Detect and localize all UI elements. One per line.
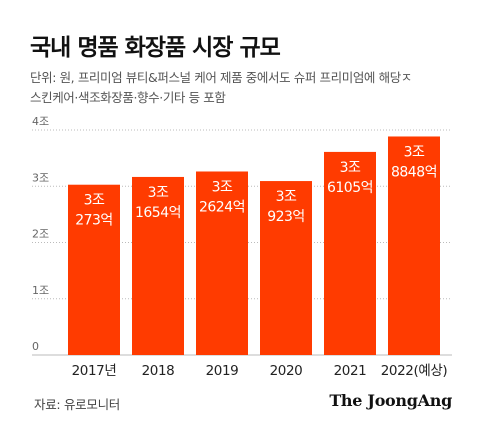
- y-tick-label: 2조: [32, 228, 49, 241]
- bar-data-label: 273억: [75, 213, 113, 229]
- x-tick-label: 2020: [270, 363, 303, 379]
- brand-logo: The JoongAng: [329, 391, 452, 410]
- bar: [324, 151, 376, 355]
- source-note: 자료: 유로모니터: [34, 397, 120, 412]
- bar-data-label: 3조: [84, 193, 105, 209]
- bar: [260, 181, 312, 355]
- bar-data-label: 3조: [212, 179, 233, 195]
- bar-data-label: 8848억: [391, 164, 437, 180]
- bar-data-label: 6105억: [327, 180, 373, 196]
- y-tick-label: 0: [32, 340, 39, 353]
- bar-data-label: 923억: [267, 209, 305, 225]
- bar-data-label: 3조: [340, 160, 361, 176]
- x-tick-label: 2018: [142, 363, 175, 379]
- x-tick-label: 2022(예상): [381, 363, 448, 379]
- subtitle-line: 단위: 원, 프리미엄 뷰티&퍼스널 케어 제품 중에서도 슈퍼 프리미엄에 해…: [30, 70, 412, 85]
- bar-data-label: 3조: [148, 185, 169, 201]
- y-tick-label: 1조: [32, 284, 49, 297]
- bar: [68, 184, 120, 355]
- bar-data-label: 3조: [276, 189, 297, 205]
- chart-subtitle: 단위: 원, 프리미엄 뷰티&퍼스널 케어 제품 중에서도 슈퍼 프리미엄에 해…: [30, 68, 470, 108]
- subtitle-line: 스킨케어·색조화장품·향수·기타 등 포함: [30, 90, 226, 105]
- bar-data-label: 2624억: [199, 199, 245, 215]
- bar: [132, 176, 184, 355]
- x-tick-label: 2017년: [72, 363, 117, 379]
- x-tick-label: 2021: [334, 363, 367, 379]
- bar-data-label: 1654억: [135, 205, 181, 221]
- y-tick-label: 3조: [32, 171, 49, 184]
- chart-title: 국내 명품 화장품 시장 규모: [30, 35, 281, 61]
- bar: [388, 136, 440, 355]
- bar-data-label: 3조: [404, 144, 425, 160]
- bar: [196, 171, 248, 355]
- x-tick-label: 2019: [206, 363, 239, 379]
- y-tick-label: 4조: [32, 115, 49, 128]
